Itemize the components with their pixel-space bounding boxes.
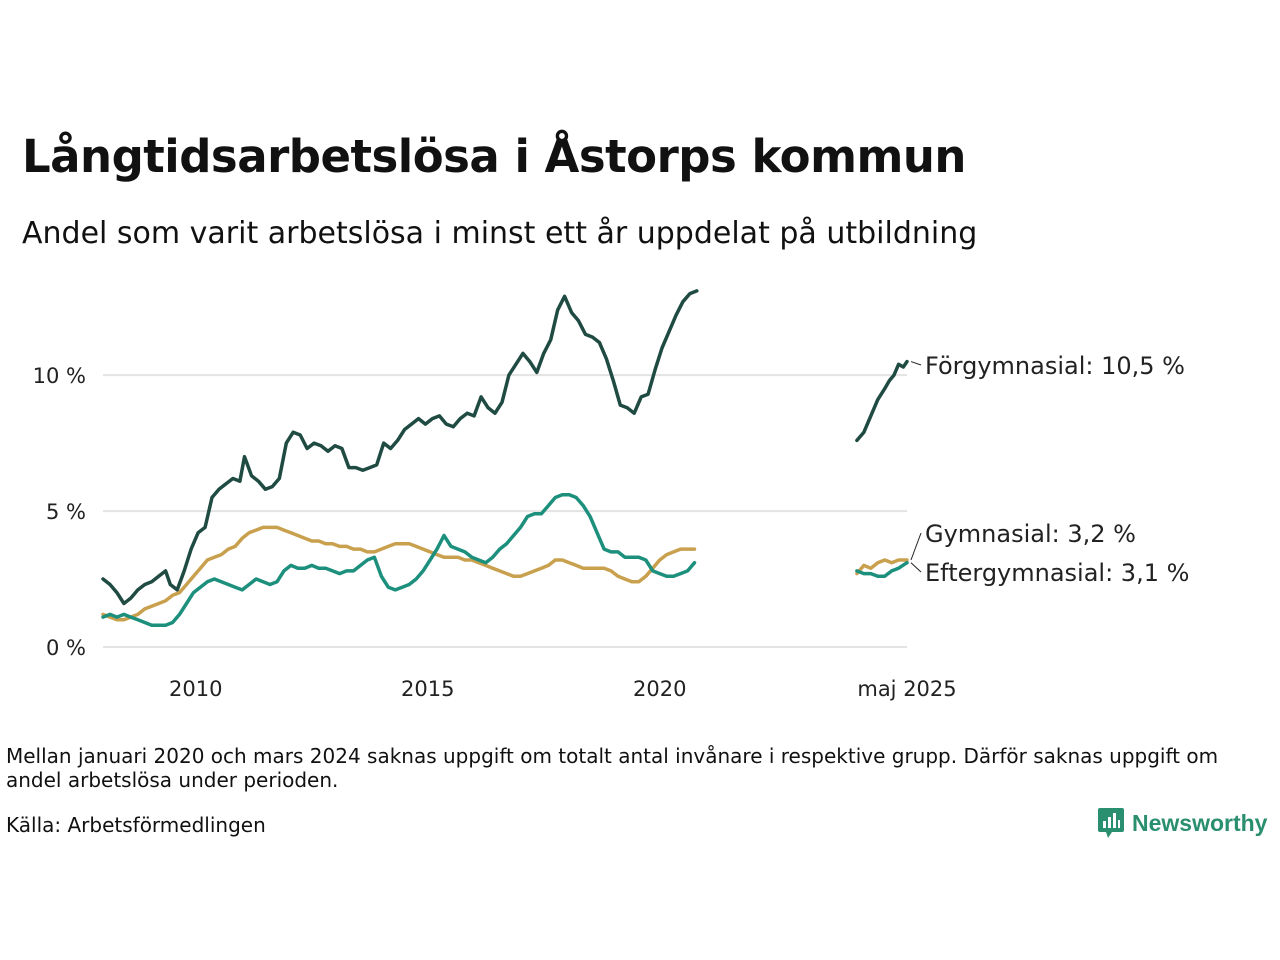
newsworthy-logo-icon: [1098, 808, 1124, 838]
end-labels: Förgymnasial: 10,5 % Gymnasial: 3,2 % Efte…: [910, 352, 1189, 587]
series-line-förgymnasial: [101, 289, 699, 606]
label-connector: [910, 361, 922, 366]
series-line-förgymnasial: [855, 359, 909, 443]
end-label-förgymnasial: Förgymnasial: 10,5 %: [925, 352, 1185, 380]
label-connector: [910, 532, 922, 561]
chart-title: Långtidsarbetslösa i Åstorps kommun: [22, 130, 966, 183]
chart-subtitle: Andel som varit arbetslösa i minst ett å…: [22, 216, 978, 251]
line-chart: 0 % 5 % 10 % 2010 2015 2020 maj 2025 Förgymnas…: [33, 289, 1189, 701]
footnote: Mellan januari 2020 och mars 2024 saknas…: [6, 744, 1219, 792]
series-line-gymnasial: [855, 558, 909, 576]
series-line-gymnasial: [101, 525, 697, 622]
series-lines: [101, 289, 909, 628]
y-tick-label: 10 %: [33, 364, 86, 388]
brand-logo: Newsworthy: [1098, 808, 1267, 838]
end-label-eftergymnasial: Eftergymnasial: 3,1 %: [925, 559, 1189, 587]
x-tick-label: 2010: [169, 677, 222, 701]
series-line-eftergymnasial: [101, 493, 697, 628]
series-line-eftergymnasial: [855, 560, 909, 579]
end-label-gymnasial: Gymnasial: 3,2 %: [925, 520, 1136, 548]
source-note: Källa: Arbetsförmedlingen: [6, 813, 266, 837]
x-tick-label: 2020: [633, 677, 686, 701]
y-tick-label: 0 %: [46, 636, 86, 660]
brand-name: Newsworthy: [1132, 809, 1268, 836]
axis-labels: 0 % 5 % 10 % 2010 2015 2020 maj 2025: [33, 364, 957, 701]
x-tick-label: maj 2025: [857, 677, 956, 701]
y-tick-label: 5 %: [46, 500, 86, 524]
x-tick-label: 2015: [401, 677, 454, 701]
grid-lines: [103, 374, 907, 648]
label-connector: [910, 562, 922, 573]
